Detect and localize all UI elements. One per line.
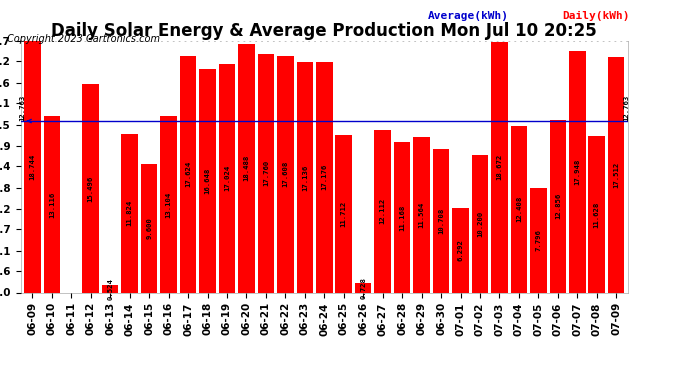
Text: 15.496: 15.496 — [88, 175, 94, 201]
Text: 13.104: 13.104 — [166, 191, 172, 217]
Text: 6.292: 6.292 — [457, 239, 464, 261]
Bar — [141, 164, 157, 292]
Bar — [297, 62, 313, 292]
Bar — [257, 54, 274, 292]
Text: 17.136: 17.136 — [302, 164, 308, 190]
Bar — [413, 137, 430, 292]
Text: 12.856: 12.856 — [555, 193, 561, 219]
Bar — [433, 148, 449, 292]
Bar — [43, 116, 60, 292]
Text: Daily(kWh): Daily(kWh) — [562, 11, 630, 21]
Text: 16.648: 16.648 — [204, 168, 210, 194]
Text: 11.564: 11.564 — [419, 202, 424, 228]
Text: 11.168: 11.168 — [399, 204, 405, 231]
Bar — [608, 57, 624, 292]
Bar — [452, 208, 469, 292]
Text: 9.600: 9.600 — [146, 217, 152, 239]
Bar — [355, 283, 371, 292]
Bar — [277, 56, 294, 292]
Text: 17.024: 17.024 — [224, 165, 230, 191]
Text: Average(kWh): Average(kWh) — [428, 11, 509, 21]
Bar — [491, 42, 508, 292]
Bar — [589, 136, 605, 292]
Text: 17.624: 17.624 — [185, 161, 191, 187]
Text: 12.408: 12.408 — [516, 196, 522, 222]
Text: 12.763: 12.763 — [19, 95, 26, 121]
Text: 17.760: 17.760 — [263, 160, 269, 186]
Text: 12.763: 12.763 — [623, 95, 629, 121]
Text: 17.608: 17.608 — [282, 161, 288, 188]
Text: 0.524: 0.524 — [107, 278, 113, 300]
Text: 17.948: 17.948 — [574, 159, 580, 185]
Bar — [238, 44, 255, 292]
Bar — [219, 64, 235, 292]
Bar — [472, 156, 489, 292]
Text: 11.824: 11.824 — [127, 200, 132, 226]
Bar — [180, 56, 197, 292]
Bar — [394, 142, 411, 292]
Bar — [121, 134, 138, 292]
Text: Copyright 2023 Cartronics.com: Copyright 2023 Cartronics.com — [7, 34, 160, 44]
Text: 18.672: 18.672 — [496, 154, 502, 180]
Bar — [102, 285, 119, 292]
Title: Daily Solar Energy & Average Production Mon Jul 10 20:25: Daily Solar Energy & Average Production … — [52, 22, 597, 40]
Text: 11.712: 11.712 — [341, 201, 347, 227]
Bar — [335, 135, 352, 292]
Text: 13.116: 13.116 — [49, 191, 55, 217]
Bar — [375, 130, 391, 292]
Text: 12.112: 12.112 — [380, 198, 386, 224]
Bar — [530, 188, 546, 292]
Text: 10.708: 10.708 — [438, 207, 444, 234]
Text: 18.744: 18.744 — [30, 153, 35, 180]
Text: 18.488: 18.488 — [244, 155, 250, 182]
Text: 10.200: 10.200 — [477, 211, 483, 237]
Bar — [160, 116, 177, 292]
Bar — [549, 120, 566, 292]
Text: 7.796: 7.796 — [535, 229, 542, 251]
Bar — [511, 126, 527, 292]
Bar — [199, 69, 216, 292]
Text: 17.512: 17.512 — [613, 162, 619, 188]
Bar — [83, 84, 99, 292]
Bar — [24, 40, 41, 292]
Bar — [569, 51, 586, 292]
Bar — [316, 62, 333, 292]
Text: 17.176: 17.176 — [322, 164, 327, 190]
Text: 11.628: 11.628 — [594, 201, 600, 228]
Text: 0.728: 0.728 — [360, 277, 366, 298]
